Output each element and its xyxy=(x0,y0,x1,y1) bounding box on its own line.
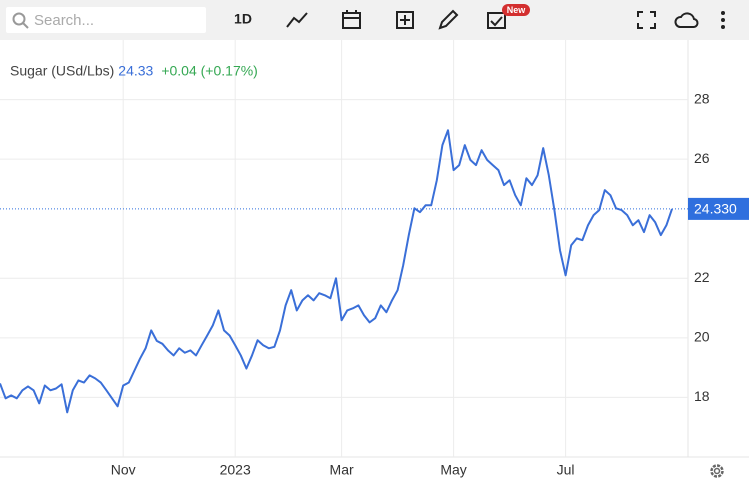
calendar-button[interactable] xyxy=(342,10,361,29)
new-badge-text: New xyxy=(507,5,527,15)
y-tick-label: 26 xyxy=(694,150,710,166)
interval-button[interactable]: 1D xyxy=(234,11,252,27)
current-price-tag xyxy=(688,197,749,220)
x-tick-label: 2023 xyxy=(220,462,251,478)
search-placeholder: Search... xyxy=(34,12,94,29)
fullscreen-button[interactable] xyxy=(637,11,656,29)
y-tick-label: 28 xyxy=(694,90,710,106)
search-box[interactable] xyxy=(6,7,206,33)
new-badge xyxy=(502,4,530,16)
x-tick-label: Jul xyxy=(557,462,575,478)
x-tick-label: Mar xyxy=(330,462,354,478)
menu-button[interactable] xyxy=(721,11,725,29)
events-button[interactable] xyxy=(487,12,506,29)
symbol-name: Sugar (USd/Lbs) xyxy=(10,63,114,79)
add-button[interactable] xyxy=(396,11,414,29)
download-button[interactable] xyxy=(674,12,699,28)
search-icon xyxy=(12,12,26,26)
search-icon xyxy=(22,22,29,29)
y-tick-label: 22 xyxy=(694,269,710,285)
draw-button[interactable] xyxy=(438,9,459,30)
price-change: +0.04 (+0.17%) xyxy=(161,63,258,79)
y-tick-label: 20 xyxy=(694,329,710,345)
current-price-label: 24.330 xyxy=(694,201,737,217)
chart-type-button[interactable] xyxy=(286,12,308,28)
price-line xyxy=(0,129,673,414)
y-tick-label: 18 xyxy=(694,388,710,404)
x-tick-label: Nov xyxy=(111,462,136,478)
x-tick-label: May xyxy=(440,462,466,478)
last-price: 24.33 xyxy=(118,63,153,79)
settings-button[interactable] xyxy=(710,464,724,478)
